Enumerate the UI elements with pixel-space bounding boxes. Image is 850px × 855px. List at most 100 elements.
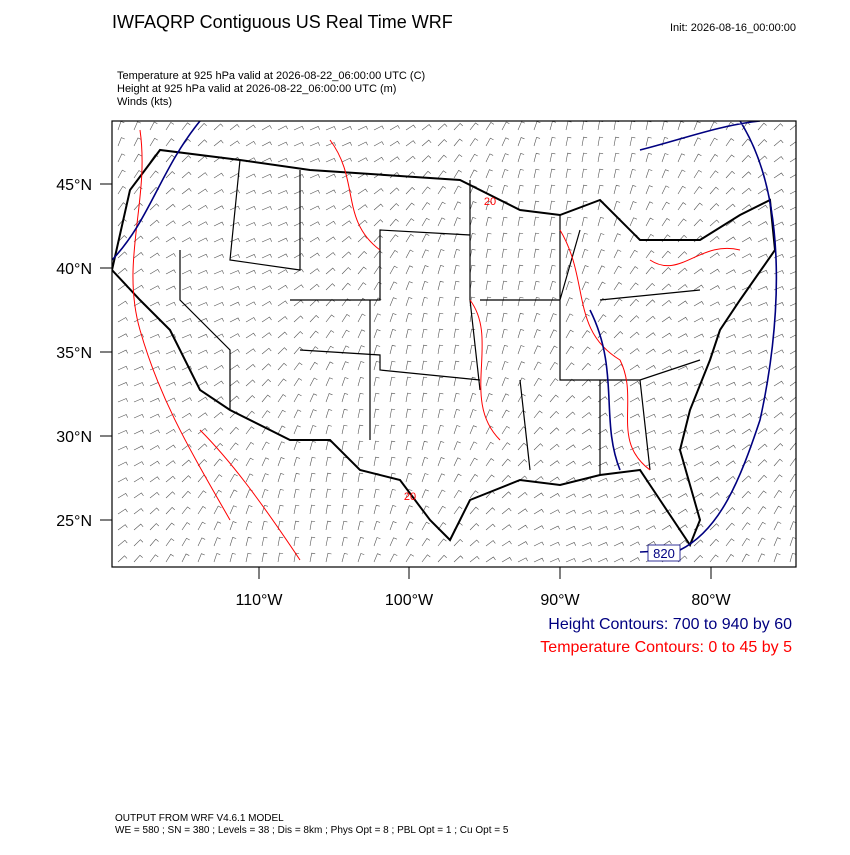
wind-barb [309, 552, 316, 563]
wind-barb [741, 155, 751, 163]
wind-barb [485, 296, 492, 307]
wind-barb [709, 186, 719, 195]
wind-barb [629, 413, 640, 419]
wind-barb [309, 361, 318, 371]
wind-barb [325, 267, 336, 275]
wind-barb [437, 217, 446, 227]
wind-barb [453, 457, 462, 467]
wind-barb [325, 220, 336, 227]
wind-barb [485, 540, 496, 547]
wind-barb [453, 506, 463, 515]
wind-barb [405, 328, 412, 339]
wind-barb [437, 170, 447, 179]
wind-barb [149, 285, 160, 291]
wind-barb [485, 185, 493, 195]
wind-barb [645, 136, 652, 147]
wind-barb [213, 505, 222, 515]
wind-barb [581, 558, 592, 563]
wind-barb [133, 445, 144, 451]
wind-barb [405, 249, 414, 259]
wind-barb [613, 298, 623, 307]
wind-barb [533, 280, 540, 291]
wind-barb [213, 270, 224, 275]
wind-barb [645, 462, 656, 467]
wind-barb [693, 284, 704, 291]
wind-barb [485, 201, 493, 211]
wind-barb [485, 216, 492, 227]
wind-barb [661, 365, 672, 371]
wind-barb [597, 168, 604, 179]
wind-barb [357, 440, 364, 451]
title: IWFAQRP Contiguous US Real Time WRF [112, 12, 453, 32]
wind-barb [533, 200, 540, 211]
wind-barb [261, 141, 272, 147]
wind-barb [629, 298, 639, 307]
wind-barb [517, 524, 528, 531]
wind-barb [373, 266, 383, 275]
wind-barb [389, 156, 400, 163]
wind-barb [629, 541, 640, 547]
wind-barb [773, 380, 784, 387]
wind-barb [373, 141, 384, 147]
wind-barb [741, 397, 752, 403]
wind-barb [773, 349, 784, 355]
wind-barb [517, 491, 528, 499]
wind-barb [725, 269, 736, 275]
wind-barb [549, 313, 557, 323]
wind-barb [293, 253, 304, 259]
wind-barb [181, 237, 192, 243]
wind-barb [405, 392, 412, 403]
wind-barb [549, 493, 560, 499]
wind-barb [677, 508, 688, 515]
wind-barb [517, 377, 526, 387]
wind-barb [469, 409, 477, 419]
wind-barb [501, 458, 511, 467]
wind-barb [725, 522, 735, 531]
wind-barb [757, 269, 768, 275]
wind-barb [133, 349, 144, 355]
wind-barb [597, 526, 608, 531]
wind-barb [741, 553, 750, 563]
wind-barb [629, 380, 640, 387]
wind-barb [117, 169, 126, 179]
wind-barb [117, 153, 126, 163]
wind-barb [149, 397, 160, 403]
wind-barb [373, 188, 384, 195]
wind-barb [149, 268, 160, 275]
wind-barb [693, 508, 704, 515]
wind-barb [725, 554, 735, 563]
wind-barb [741, 475, 752, 483]
wind-barb [661, 332, 672, 339]
wind-barb [341, 408, 348, 419]
wind-barb [501, 344, 509, 355]
wind-barb [325, 252, 336, 259]
wind-barb [245, 173, 256, 179]
wind-barb [405, 360, 412, 371]
wind-barb [757, 443, 768, 451]
wind-barb [421, 186, 431, 195]
wind-barb [613, 541, 624, 547]
wind-barb [165, 460, 176, 467]
wind-barb [357, 250, 367, 259]
wind-barb [229, 254, 240, 259]
wind-barb [149, 523, 160, 531]
wind-barb [389, 344, 396, 355]
wind-barb [357, 488, 364, 499]
wind-barb [245, 505, 253, 515]
wind-barb [709, 476, 720, 483]
wind-barb [789, 473, 796, 483]
wind-barb [757, 318, 768, 323]
wind-barb [677, 524, 688, 531]
wind-barb [789, 190, 796, 195]
wind-barb [293, 457, 301, 467]
wind-barb [581, 249, 589, 259]
wind-barb [789, 427, 796, 435]
wind-barb [245, 426, 255, 435]
wind-barb [293, 536, 300, 547]
wind-barb [213, 254, 224, 259]
wind-barb [165, 301, 176, 307]
wind-barb [677, 169, 686, 179]
wind-barb [581, 184, 588, 195]
wind-barb [277, 552, 284, 563]
wind-barb [261, 473, 269, 483]
